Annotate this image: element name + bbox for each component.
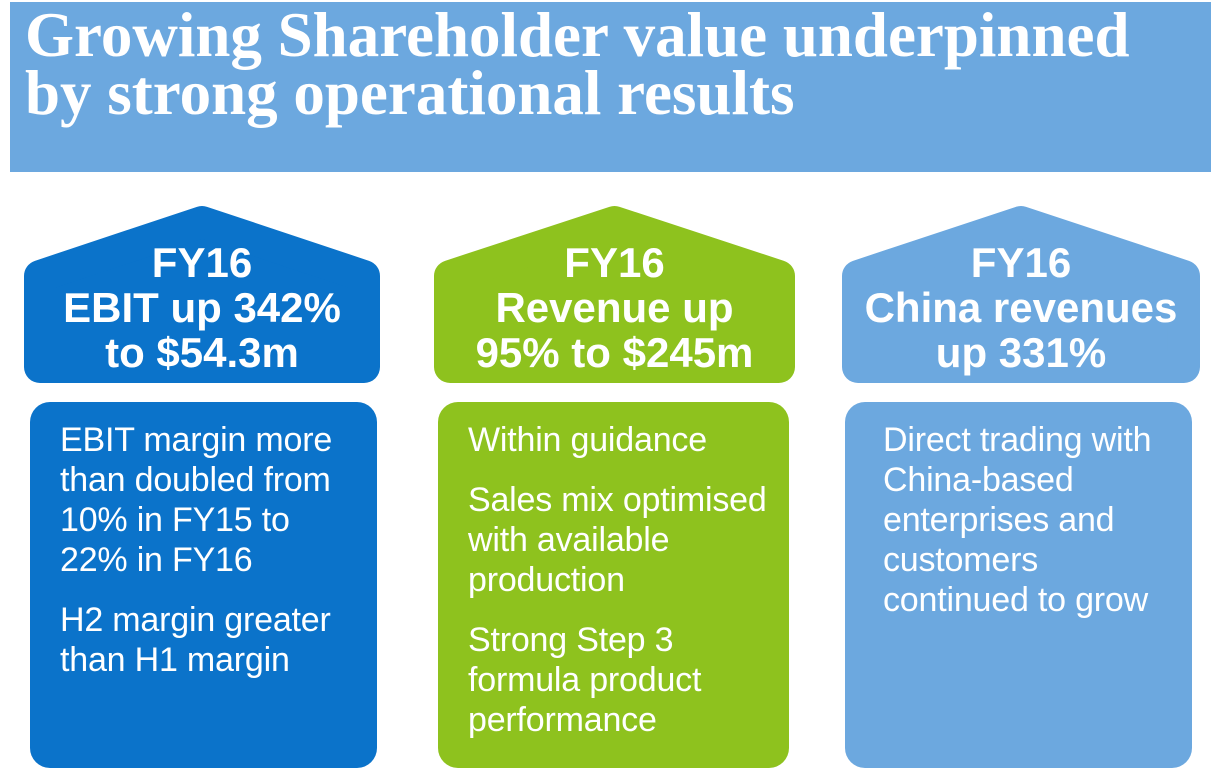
revenue-header-shape: FY16 Revenue up 95% to $245m — [434, 206, 795, 383]
column-ebit: FY16 EBIT up 342% to $54.3m EBIT margin … — [24, 206, 380, 768]
revenue-bullet-3: Strong Step 3 formula product performanc… — [468, 621, 702, 739]
china-header-shape: FY16 China revenues up 331% — [842, 206, 1200, 383]
column-revenue: FY16 Revenue up 95% to $245m Within guid… — [434, 206, 795, 768]
china-headline-line-1: FY16 — [970, 239, 1072, 286]
revenue-headline-line-1: FY16 — [564, 239, 665, 286]
ebit-header-shape: FY16 EBIT up 342% to $54.3m — [24, 206, 380, 383]
ebit-headline-line-2: EBIT up 342% — [63, 284, 341, 331]
ebit-headline-line-1: FY16 — [151, 239, 253, 286]
ebit-headline: FY16 EBIT up 342% to $54.3m — [24, 240, 380, 375]
page-title-line-1: Growing Shareholder value underpinned — [25, 0, 1130, 70]
arrow-up-house-shape-icon — [842, 206, 1200, 383]
page-title: Growing Shareholder value underpinned by… — [10, 0, 1211, 128]
china-detail-box: Direct trading with China-based enterpri… — [845, 402, 1192, 768]
china-bullet-1: Direct trading with China-based enterpri… — [883, 421, 1152, 619]
revenue-headline: FY16 Revenue up 95% to $245m — [434, 240, 795, 375]
revenue-bullet-2: Sales mix optimised with available produ… — [468, 481, 767, 599]
ebit-bullet-2: H2 margin greater than H1 margin — [60, 601, 331, 679]
china-headline: FY16 China revenues up 331% — [842, 240, 1200, 375]
revenue-headline-line-2: Revenue up — [495, 284, 734, 331]
arrow-up-house-shape-icon — [434, 206, 795, 383]
china-headline-line-2: China revenues — [864, 284, 1178, 331]
arrow-up-house-shape-polygon — [842, 206, 1200, 383]
revenue-bullet-1: Within guidance — [468, 421, 707, 459]
title-banner: Growing Shareholder value underpinned by… — [10, 2, 1211, 172]
ebit-detail-box: EBIT margin more than doubled from 10% i… — [30, 402, 377, 768]
arrow-up-house-shape-polygon — [434, 206, 795, 383]
arrow-up-house-shape-polygon — [24, 206, 380, 383]
ebit-bullet-1: EBIT margin more than doubled from 10% i… — [60, 421, 333, 579]
revenue-headline-line-3: 95% to $245m — [475, 329, 754, 376]
ebit-headline-line-3: to $54.3m — [105, 329, 299, 376]
china-headline-line-3: up 331% — [935, 329, 1107, 376]
column-china: FY16 China revenues up 331% Direct tradi… — [842, 206, 1200, 768]
arrow-up-house-shape-icon — [24, 206, 380, 383]
page-title-line-2: by strong operational results — [25, 58, 795, 128]
revenue-detail-box: Within guidance Sales mix optimised with… — [438, 402, 789, 768]
